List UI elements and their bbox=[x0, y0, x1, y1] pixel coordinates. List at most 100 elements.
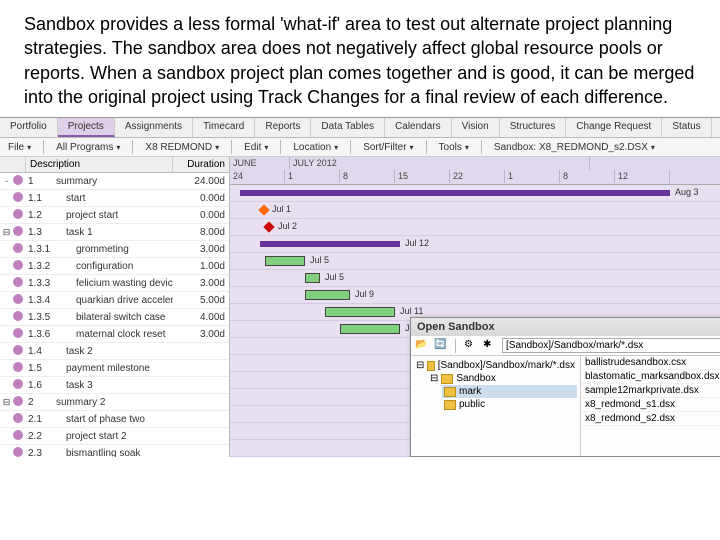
tree-node[interactable]: mark bbox=[442, 385, 577, 398]
task-bar[interactable] bbox=[265, 256, 305, 266]
tab-portfolio[interactable]: Portfolio bbox=[0, 118, 58, 137]
tab-timecard[interactable]: Timecard bbox=[193, 118, 255, 137]
row-desc: payment milestone bbox=[56, 363, 173, 374]
timeline-day: 15 bbox=[395, 170, 450, 183]
toolbar-location[interactable]: Location bbox=[289, 141, 342, 154]
dialog-path-input[interactable] bbox=[502, 338, 720, 353]
tree-expand[interactable]: ⊟ bbox=[430, 373, 438, 384]
tree-node[interactable]: ⊟Sandbox bbox=[428, 372, 577, 385]
grid-header-dur[interactable]: Duration bbox=[173, 157, 229, 172]
expand-toggle[interactable]: - bbox=[0, 176, 13, 186]
timeline-day: 8 bbox=[340, 170, 395, 183]
row-icon bbox=[13, 396, 26, 409]
tab-assignments[interactable]: Assignments bbox=[115, 118, 193, 137]
table-row[interactable]: 1.1start0.00d bbox=[0, 190, 229, 207]
row-desc: task 2 bbox=[56, 346, 173, 357]
table-row[interactable]: 1.3.1grommeting3.00d bbox=[0, 241, 229, 258]
nav-tabs: PortfolioProjectsAssignmentsTimecardRepo… bbox=[0, 118, 720, 138]
toolbar-tools[interactable]: Tools bbox=[435, 141, 473, 154]
grid-header-desc[interactable]: Description bbox=[26, 157, 173, 172]
expand-toggle[interactable]: ⊟ bbox=[0, 227, 13, 238]
table-row[interactable]: 1.6task 3 bbox=[0, 377, 229, 394]
table-row[interactable]: 2.2project start 2 bbox=[0, 428, 229, 445]
tab-data-tables[interactable]: Data Tables bbox=[311, 118, 385, 137]
timeline-day: 1 bbox=[505, 170, 560, 183]
table-row[interactable]: 1.3.4quarkian drive accelerator5.00d bbox=[0, 292, 229, 309]
table-row[interactable]: 1.4task 2 bbox=[0, 343, 229, 360]
toolbar-sort-filter[interactable]: Sort/Filter bbox=[359, 141, 417, 154]
tab-structures[interactable]: Structures bbox=[500, 118, 567, 137]
table-row[interactable]: 1.5payment milestone bbox=[0, 360, 229, 377]
bar-label: Jul 1 bbox=[272, 204, 291, 214]
row-icon bbox=[13, 328, 26, 341]
table-row[interactable]: 1.3.3felicium wasting device3.00d bbox=[0, 275, 229, 292]
row-icon bbox=[13, 243, 26, 256]
summary-bar[interactable] bbox=[260, 241, 400, 247]
expand-toggle[interactable]: ⊟ bbox=[0, 397, 13, 408]
tab-vision[interactable]: Vision bbox=[452, 118, 500, 137]
gantt-row: Jul 9 bbox=[230, 287, 720, 304]
file-row[interactable]: blastomatic_marksandbox.dsx02.01.2012 18… bbox=[581, 370, 720, 384]
table-row[interactable]: 2.3bismantling soak bbox=[0, 445, 229, 457]
open-folder-icon[interactable]: 📂 bbox=[415, 339, 428, 352]
task-bar[interactable] bbox=[305, 290, 350, 300]
task-bar[interactable] bbox=[325, 307, 395, 317]
row-id: 1.3.3 bbox=[26, 278, 56, 289]
timeline-day: 22 bbox=[450, 170, 505, 183]
row-duration: 0.00d bbox=[173, 210, 229, 221]
toolbar-edit[interactable]: Edit bbox=[240, 141, 272, 154]
row-desc: task 1 bbox=[56, 227, 173, 238]
grid-header-id bbox=[0, 157, 26, 172]
row-icon bbox=[13, 175, 26, 188]
file-name: x8_redmond_s1.dsx bbox=[585, 399, 675, 410]
file-row[interactable]: x8_redmond_s2.dsx19.01.2012 12:03 bbox=[581, 412, 720, 426]
gantt-row: Jul 5 bbox=[230, 253, 720, 270]
table-row[interactable]: 1.3.6maternal clock reset3.00d bbox=[0, 326, 229, 343]
refresh-icon[interactable]: 🔄 bbox=[434, 339, 447, 352]
row-icon bbox=[13, 379, 26, 392]
tree-node[interactable]: ⊟[Sandbox]/Sandbox/mark/*.dsx bbox=[414, 359, 577, 372]
file-row[interactable]: x8_redmond_s1.dsx18.01.2012 17:31 bbox=[581, 398, 720, 412]
tab-calendars[interactable]: Calendars bbox=[385, 118, 452, 137]
tree-label: public bbox=[459, 399, 485, 410]
tab-status[interactable]: Status bbox=[662, 118, 711, 137]
table-row[interactable]: 1.2project start0.00d bbox=[0, 207, 229, 224]
table-row[interactable]: 1.3.5bilateral switch case4.00d bbox=[0, 309, 229, 326]
star-icon[interactable]: ✱ bbox=[483, 339, 496, 352]
task-bar[interactable] bbox=[305, 273, 320, 283]
row-desc: grommeting bbox=[56, 244, 173, 255]
row-desc: task 3 bbox=[56, 380, 173, 391]
toolbar-file[interactable]: File bbox=[4, 141, 35, 154]
row-desc: start bbox=[56, 193, 173, 204]
divider bbox=[231, 140, 232, 154]
file-row[interactable]: ballistrudesandbox.csx05.01.2012 09:29 bbox=[581, 356, 720, 370]
tab-change-request[interactable]: Change Request bbox=[566, 118, 662, 137]
table-row[interactable]: 2.1start of phase two bbox=[0, 411, 229, 428]
file-name: x8_redmond_s2.dsx bbox=[585, 413, 675, 424]
tree-expand[interactable]: ⊟ bbox=[416, 360, 424, 371]
gear-icon[interactable]: ⚙ bbox=[464, 339, 477, 352]
summary-bar[interactable] bbox=[240, 190, 670, 196]
toolbar-sandbox-x8-redmond-s2-dsx[interactable]: Sandbox: X8_REDMOND_s2.DSX bbox=[490, 141, 659, 154]
table-row[interactable]: ⊟1.3task 18.00d bbox=[0, 224, 229, 241]
table-row[interactable]: 1.3.2configuration1.00d bbox=[0, 258, 229, 275]
milestone-diamond[interactable] bbox=[263, 222, 274, 233]
row-id: 2.3 bbox=[26, 448, 56, 458]
row-duration: 0.00d bbox=[173, 193, 229, 204]
tree-node[interactable]: public bbox=[442, 398, 577, 411]
row-desc: quarkian drive accelerator bbox=[56, 295, 173, 306]
table-row[interactable]: -1summary24.00d bbox=[0, 173, 229, 190]
timeline-day: 8 bbox=[560, 170, 615, 183]
table-row[interactable]: ⊟2summary 2 bbox=[0, 394, 229, 411]
row-desc: maternal clock reset bbox=[56, 329, 173, 340]
file-row[interactable]: sample12markprivate.dsx17.01.2012 10:20 bbox=[581, 384, 720, 398]
task-bar[interactable] bbox=[340, 324, 400, 334]
tab-reports[interactable]: Reports bbox=[255, 118, 311, 137]
toolbar-x8-redmond[interactable]: X8 REDMOND bbox=[141, 141, 223, 154]
toolbar-all-programs[interactable]: All Programs bbox=[52, 141, 124, 154]
row-icon bbox=[13, 362, 26, 375]
tab-projects[interactable]: Projects bbox=[58, 118, 115, 137]
milestone-diamond[interactable] bbox=[258, 205, 269, 216]
divider bbox=[43, 140, 44, 154]
row-icon bbox=[13, 209, 26, 222]
